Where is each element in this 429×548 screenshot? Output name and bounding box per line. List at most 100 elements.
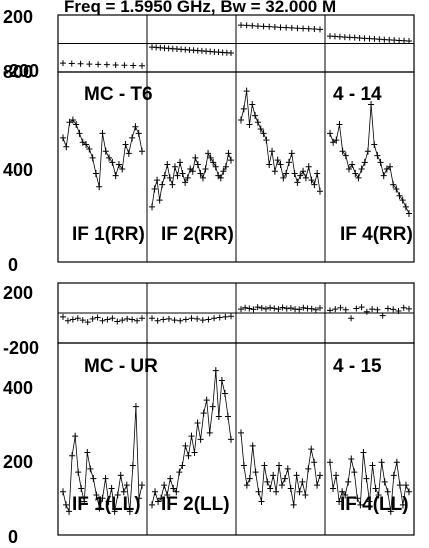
- phase-point: [249, 22, 256, 29]
- amp-point: [351, 468, 358, 476]
- amp-point: [182, 442, 189, 450]
- amp-tick-label: 0: [8, 527, 18, 547]
- amp-point: [380, 172, 387, 180]
- amp-point: [154, 176, 161, 184]
- amp-point: [120, 488, 127, 496]
- amp-point: [314, 481, 321, 489]
- amp-point: [387, 507, 394, 515]
- amp-point: [252, 112, 259, 120]
- amp-point: [72, 432, 79, 440]
- phase-point: [406, 305, 412, 312]
- amp-point: [96, 504, 103, 512]
- amp-point: [339, 147, 346, 155]
- amp-point: [66, 507, 73, 515]
- amp-point: [199, 174, 206, 182]
- amp-point: [267, 484, 274, 492]
- amp-point: [99, 129, 106, 137]
- phase-point: [254, 23, 261, 30]
- phase-point: [300, 304, 307, 311]
- amp-point: [317, 471, 323, 479]
- amp-point: [246, 121, 253, 128]
- amp-point: [202, 165, 209, 173]
- amp-point: [342, 491, 349, 499]
- phase-point: [238, 306, 244, 313]
- if-label: IF 1(RR): [72, 224, 145, 245]
- phase-point: [267, 304, 274, 311]
- amp-point: [273, 488, 280, 496]
- amp-point: [161, 172, 168, 180]
- amp-point: [174, 172, 181, 180]
- amp-point: [238, 429, 244, 437]
- amp-point: [197, 435, 204, 443]
- phase-tick-label: -200: [3, 338, 39, 358]
- phase-point: [139, 315, 145, 322]
- amp-point: [354, 494, 361, 502]
- amp-point: [149, 501, 155, 509]
- phase-point: [124, 315, 131, 322]
- amp-point: [111, 507, 118, 515]
- phase-point: [287, 305, 294, 312]
- amp-point: [173, 488, 180, 496]
- phase-point: [342, 306, 349, 313]
- amp-point: [396, 481, 403, 489]
- amp-tick-label: 800: [3, 62, 33, 82]
- amp-point: [217, 174, 224, 182]
- amp-point: [393, 458, 400, 466]
- amp-point: [308, 176, 315, 184]
- amp-point: [249, 442, 256, 450]
- amp-point: [200, 409, 207, 417]
- amp-point: [390, 181, 397, 189]
- amp-point: [277, 161, 284, 169]
- amp-point: [240, 105, 247, 113]
- phase-point: [260, 23, 267, 30]
- amp-point: [345, 478, 352, 486]
- amp-point: [360, 448, 367, 456]
- phase-point: [86, 61, 93, 68]
- phase-point: [228, 313, 234, 320]
- amp-point: [73, 121, 80, 128]
- amp-point: [60, 134, 66, 142]
- phase-point: [288, 24, 295, 31]
- amp-point: [288, 149, 295, 157]
- phase-point: [79, 317, 86, 324]
- amp-point: [152, 488, 159, 496]
- phase-point: [305, 25, 312, 32]
- amp-point: [149, 203, 155, 211]
- amp-point: [220, 167, 227, 175]
- phase-point: [194, 315, 201, 322]
- amp-point: [84, 448, 91, 456]
- amp-point: [300, 167, 307, 175]
- phase-point: [312, 306, 319, 313]
- phase-point: [69, 316, 76, 323]
- amp-point: [336, 498, 343, 506]
- amp-point: [203, 396, 210, 404]
- amp-point: [314, 169, 321, 177]
- phase-point: [216, 314, 223, 321]
- amp-point: [194, 161, 201, 169]
- phase-point: [271, 305, 278, 312]
- phase-point: [327, 307, 333, 314]
- phase-point: [177, 317, 184, 324]
- phase-point: [283, 305, 290, 312]
- amp-point: [87, 465, 94, 473]
- amp-point: [406, 210, 412, 217]
- phase-point: [294, 25, 301, 32]
- plot-title: Freq = 1.5950 GHz, Bw = 32.000 M: [64, 0, 336, 16]
- amp-point: [93, 491, 100, 499]
- phase-point: [262, 305, 269, 312]
- amp-point: [228, 435, 234, 443]
- amp-series-line: [329, 104, 410, 214]
- phase-point: [60, 313, 66, 320]
- amp-point: [285, 158, 292, 166]
- amp-point: [284, 465, 291, 473]
- amp-point: [69, 452, 76, 460]
- amp-point: [349, 161, 356, 169]
- amp-point: [79, 138, 86, 146]
- amp-point: [311, 458, 318, 466]
- phase-point: [199, 317, 206, 324]
- amp-point: [78, 484, 85, 492]
- amp-point: [192, 154, 199, 162]
- amp-point: [60, 488, 66, 496]
- phase-point: [103, 61, 110, 68]
- amp-point: [169, 181, 176, 189]
